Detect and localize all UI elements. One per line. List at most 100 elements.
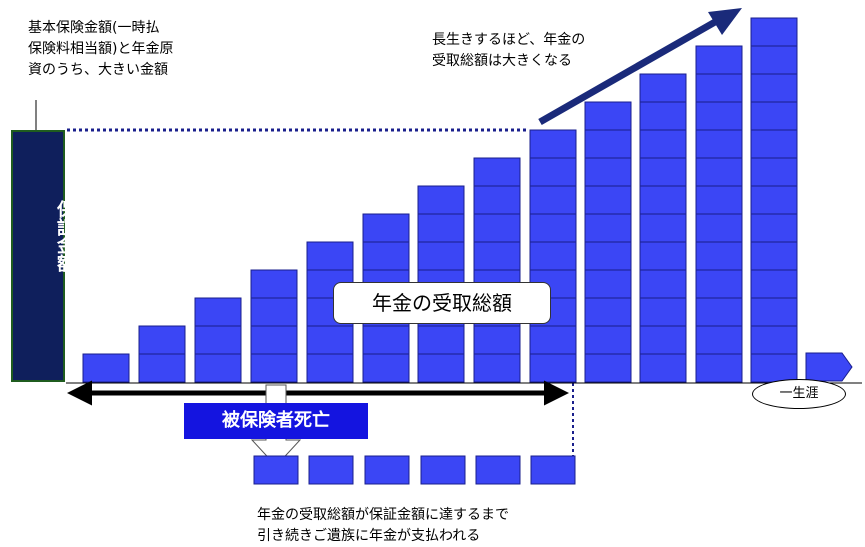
annuity-bar-segment — [695, 325, 743, 355]
annuity-bar-segment — [362, 325, 410, 355]
annuity-bar-segment — [250, 269, 298, 299]
annuity-bar-segment — [473, 157, 521, 187]
annuity-bar-segment — [138, 325, 186, 355]
post-death-payment-bar — [475, 455, 521, 485]
annuity-bar-segment — [695, 353, 743, 383]
annuity-bar-segment — [695, 213, 743, 243]
annuity-bar-segment — [750, 45, 798, 75]
post-death-payment-bar — [253, 455, 299, 485]
annuity-bar-segment — [473, 353, 521, 383]
annuity-bar-segment — [473, 325, 521, 355]
annuity-bar-segment — [194, 297, 242, 327]
annuity-bar-segment — [695, 185, 743, 215]
post-death-payment-bar — [308, 455, 354, 485]
annuity-bar-segment — [250, 353, 298, 383]
annuity-bar-segment — [584, 325, 632, 355]
annuity-bar-segment — [473, 185, 521, 215]
annuity-bar-segment — [695, 269, 743, 299]
annuity-bar-segment — [639, 185, 687, 215]
annuity-bar-segment — [695, 73, 743, 103]
annuity-bar-segment — [306, 325, 354, 355]
annuity-bar-segment — [417, 353, 465, 383]
total-received-label: 年金の受取総額 — [333, 282, 551, 324]
annuity-bar-segment — [584, 241, 632, 271]
annuity-bar-segment — [529, 213, 577, 243]
annuity-bar-segment — [750, 213, 798, 243]
annuity-bar-segment — [362, 213, 410, 243]
annuity-bar-segment — [417, 213, 465, 243]
survivor-payment-note: 年金の受取総額が保証金額に達するまで 引き続きご遺族に年金が支払われる — [257, 507, 509, 544]
annuity-bar-segment — [750, 297, 798, 327]
annuity-bar-segment — [529, 129, 577, 159]
annuity-bar-segment — [417, 241, 465, 271]
annuity-bar-segment — [695, 45, 743, 75]
annuity-bar-segment — [639, 353, 687, 383]
annuity-bar-segment — [639, 325, 687, 355]
annuity-bar-segment — [250, 297, 298, 327]
annuity-bar-segment — [584, 185, 632, 215]
annuity-bar-segment — [639, 241, 687, 271]
insured-death-label: 被保険者死亡 — [184, 403, 368, 439]
annuity-bar-segment — [584, 101, 632, 131]
annuity-bar-segment — [750, 269, 798, 299]
annuity-bar-segment — [306, 241, 354, 271]
annuity-bar-segment — [750, 73, 798, 103]
annuity-bar-segment — [750, 185, 798, 215]
annuity-bar-segment — [362, 353, 410, 383]
annuity-bar-segment — [639, 157, 687, 187]
annuity-bar-segment — [584, 157, 632, 187]
annuity-bar-segment — [417, 185, 465, 215]
annuity-bar-segment — [584, 353, 632, 383]
annuity-bar-segment — [529, 353, 577, 383]
annuity-bar-segment — [639, 297, 687, 327]
annuity-bar-segment — [639, 101, 687, 131]
annuity-bar-segment — [695, 157, 743, 187]
longevity-note: 長生きするほど、年金の 受取総額は大きくなる — [432, 32, 586, 69]
annuity-bar-segment — [695, 129, 743, 159]
annuity-bar-segment — [750, 129, 798, 159]
annuity-bar-segment — [417, 325, 465, 355]
guarantee-amount-label: 保証金額 — [54, 200, 75, 272]
annuity-bar-segment — [639, 269, 687, 299]
annuity-bar-segment — [750, 325, 798, 355]
annuity-bar-segment — [584, 129, 632, 159]
annuity-bar-segment — [138, 353, 186, 383]
annuity-bar-segment — [695, 101, 743, 131]
annuity-bar-segment — [584, 297, 632, 327]
post-death-payment-bar — [420, 455, 466, 485]
annuity-bar-segment — [473, 241, 521, 271]
annuity-bar-segment — [639, 129, 687, 159]
annuity-bar-segment — [529, 325, 577, 355]
annuity-bar-segment — [750, 353, 798, 383]
longevity-trend-arrowhead — [708, 8, 742, 35]
lifetime-label: 一生涯 — [752, 379, 846, 409]
annuity-bar-segment — [639, 213, 687, 243]
annuity-bar-segment — [639, 73, 687, 103]
annuity-bar-segment — [695, 241, 743, 271]
annuity-bar-segment — [529, 157, 577, 187]
annuity-bar-segment — [529, 185, 577, 215]
annuity-bar-segment — [82, 353, 130, 383]
annuity-bar-segment — [750, 17, 798, 47]
longevity-trend-arrow — [538, 18, 717, 126]
annuity-bar-segment — [194, 325, 242, 355]
continuation-arrow — [805, 352, 853, 382]
annuity-bar-segment — [750, 241, 798, 271]
annuity-bar-segment — [194, 353, 242, 383]
annuity-bar-segment — [529, 241, 577, 271]
post-death-payment-bars — [253, 455, 576, 485]
guarantee-amount-note: 基本保険金額(一時払 保険料相当額)と年金原 資のうち、大きい金額 — [28, 20, 174, 78]
annuity-bar-segment — [695, 297, 743, 327]
annuity-bar-segment — [362, 241, 410, 271]
annuity-bar-segment — [584, 213, 632, 243]
annuity-bar-segment — [584, 269, 632, 299]
annuity-bar-segment — [306, 353, 354, 383]
annuity-bar-segment — [750, 157, 798, 187]
guarantee-amount-box: 保証金額 — [11, 130, 75, 382]
annuity-bar-segment — [750, 101, 798, 131]
post-death-payment-bar — [364, 455, 410, 485]
annuity-bar-segment — [250, 325, 298, 355]
post-death-payment-bar — [530, 455, 576, 485]
